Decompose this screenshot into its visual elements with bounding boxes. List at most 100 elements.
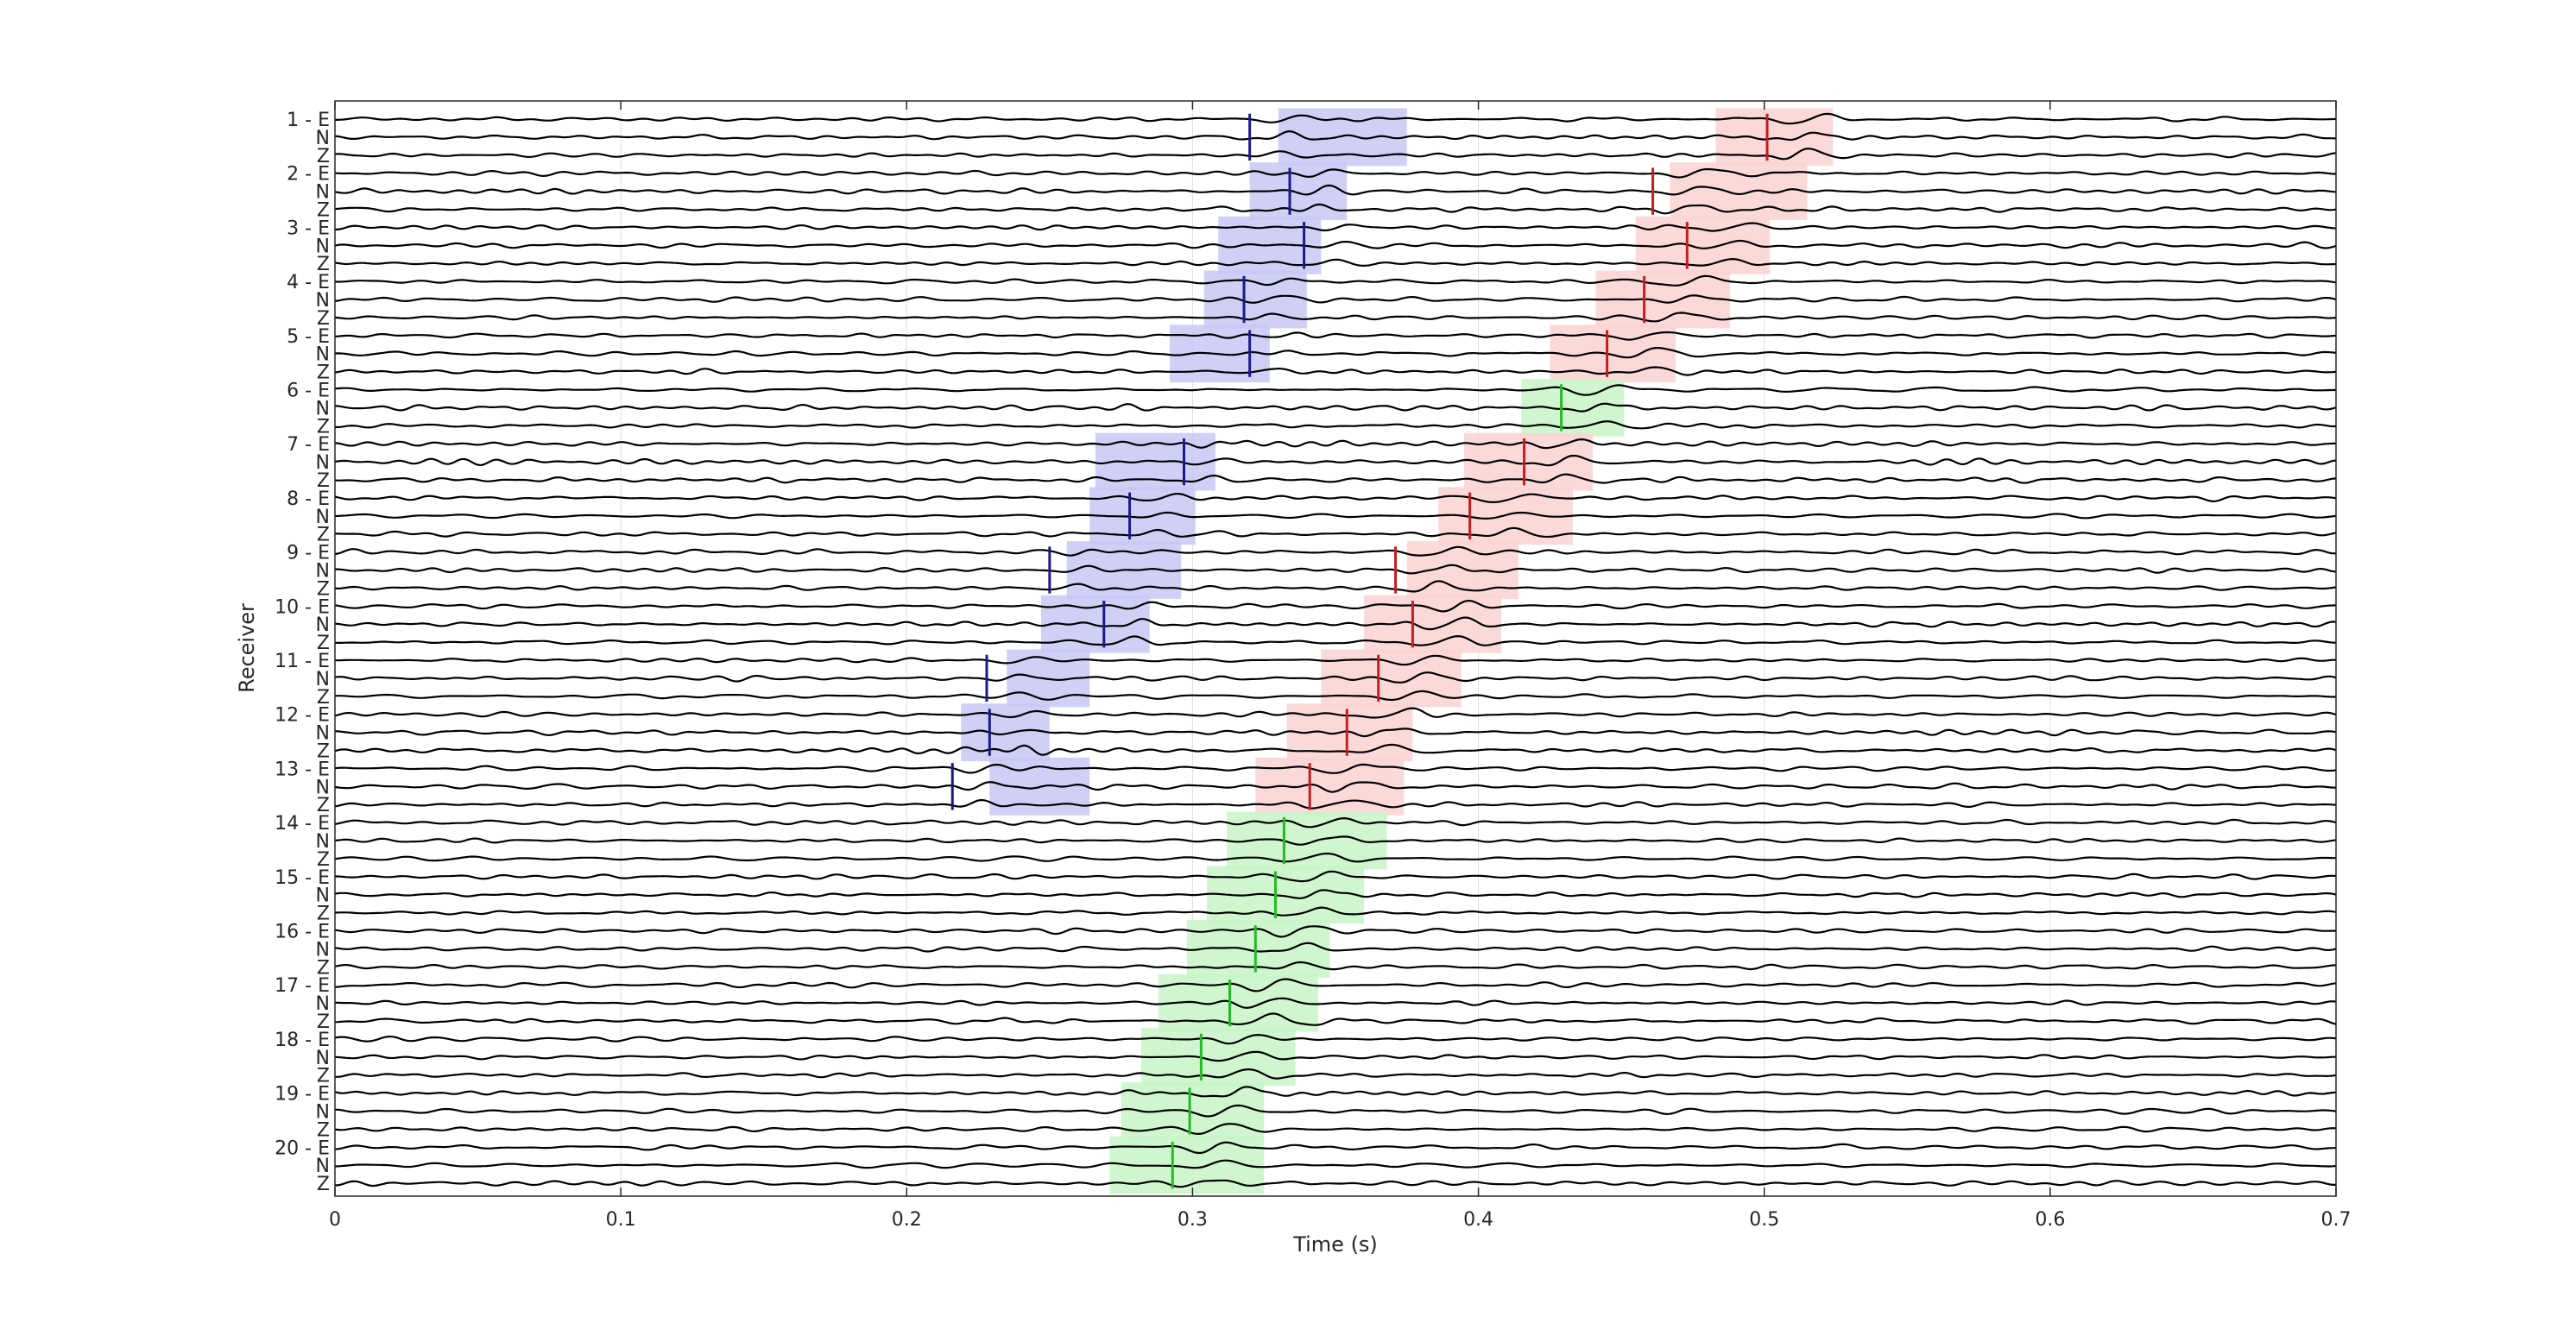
component-label: N [316,561,330,583]
x-tick-label: 0.2 [892,1209,922,1231]
component-label: Z [317,146,330,167]
trace-20-N [334,1159,2337,1169]
receiver-label: 20 - E [275,1137,330,1159]
receiver-label: 17 - E [275,975,330,997]
trace-13-E [334,763,2337,774]
component-label: Z [317,1011,330,1033]
trace-10-N [334,616,2337,631]
trace-1-E [335,112,2337,125]
trace-2-E [334,167,2336,179]
trace-10-Z [334,634,2337,646]
x-axis-label: Time (s) [1292,1232,1378,1257]
receiver-label: 10 - E [275,596,330,618]
component-label: Z [317,1119,330,1141]
receiver-label: 2 - E [287,164,330,186]
component-label: Z [317,416,330,438]
component-label: N [316,669,330,690]
trace-5-N [334,347,2337,359]
component-label: N [316,398,330,419]
receiver-label: 1 - E [287,110,330,131]
trace-14-N [334,835,2337,846]
trace-11-N [334,671,2337,684]
component-label: N [316,777,330,798]
x-axis-ticks: 0 0.1 0.2 0.3 0.4 0.5 0.6 0.7 [329,101,2352,1231]
component-label: Z [317,904,330,925]
trace-7-N [334,454,2337,467]
trace-3-Z [334,257,2337,268]
component-label: N [316,1156,330,1177]
trace-2-Z [334,203,2337,215]
receiver-label: 16 - E [275,922,330,943]
component-label: Z [317,470,330,492]
x-tick-label: 0.6 [2035,1209,2065,1231]
trace-3-E [334,222,2337,232]
trace-18-Z [334,1068,2337,1080]
receiver-label: 15 - E [275,867,330,889]
trace-7-Z [334,473,2337,484]
trace-2-N [334,184,2337,196]
receiver-label: 3 - E [287,217,330,239]
receiver-label: 4 - E [287,272,330,293]
trace-8-N [334,511,2337,520]
trace-6-E [334,384,2337,396]
component-label: Z [317,1066,330,1087]
trace-17-Z [334,1012,2337,1026]
component-label: N [316,344,330,366]
trace-4-N [334,294,2337,304]
trace-19-Z [334,1123,2337,1136]
pick-markers [950,113,1769,1189]
component-label: N [316,452,330,474]
trace-6-Z [334,420,2337,430]
component-label: N [316,723,330,745]
trace-5-Z [334,366,2337,376]
trace-20-E [334,1141,2336,1155]
component-label: Z [317,741,330,763]
component-label: N [316,1048,330,1069]
trace-3-N [334,239,2337,249]
trace-10-E [334,599,2337,613]
trace-15-N [334,889,2337,899]
component-label: N [316,885,330,907]
component-label: Z [317,200,330,222]
component-label: Z [317,687,330,709]
trace-16-Z [334,961,2337,971]
receiver-label: 12 - E [275,705,330,727]
receiver-label: 14 - E [275,813,330,835]
x-tick-label: 0.3 [1178,1209,1208,1231]
component-label: Z [317,1174,330,1195]
grid-lines [620,101,2051,1196]
x-tick-label: 0.4 [1463,1209,1493,1231]
receiver-label: 18 - E [275,1030,330,1051]
pick-windows [961,108,1834,1194]
component-label: N [316,236,330,257]
trace-18-N [334,1050,2337,1062]
component-label: N [316,182,330,204]
waveform-traces [334,112,2337,1188]
component-label: Z [317,525,330,546]
trace-9-Z [334,580,2337,593]
y-axis-label: Receiver [235,603,259,693]
component-label: Z [317,578,330,600]
trace-15-Z [334,906,2337,917]
trace-9-E [334,545,2337,557]
trace-12-N [334,728,2337,738]
component-label: Z [317,795,330,816]
trace-6-N [334,402,2337,413]
trace-8-Z [335,526,2337,539]
trace-15-E [335,870,2337,883]
component-label: N [316,939,330,961]
x-tick-label: 0.1 [606,1209,636,1231]
trace-1-Z [334,148,2337,161]
axes-frame [334,100,2337,1197]
trace-19-E [334,1086,2337,1098]
trace-5-E [334,331,2337,341]
trace-14-E [334,816,2337,829]
receiver-label: 11 - E [275,651,330,672]
trace-16-E [334,925,2336,938]
trace-11-Z [334,690,2336,702]
receiver-label: 8 - E [287,488,330,510]
component-label: N [316,290,330,312]
component-label: N [316,1102,330,1124]
